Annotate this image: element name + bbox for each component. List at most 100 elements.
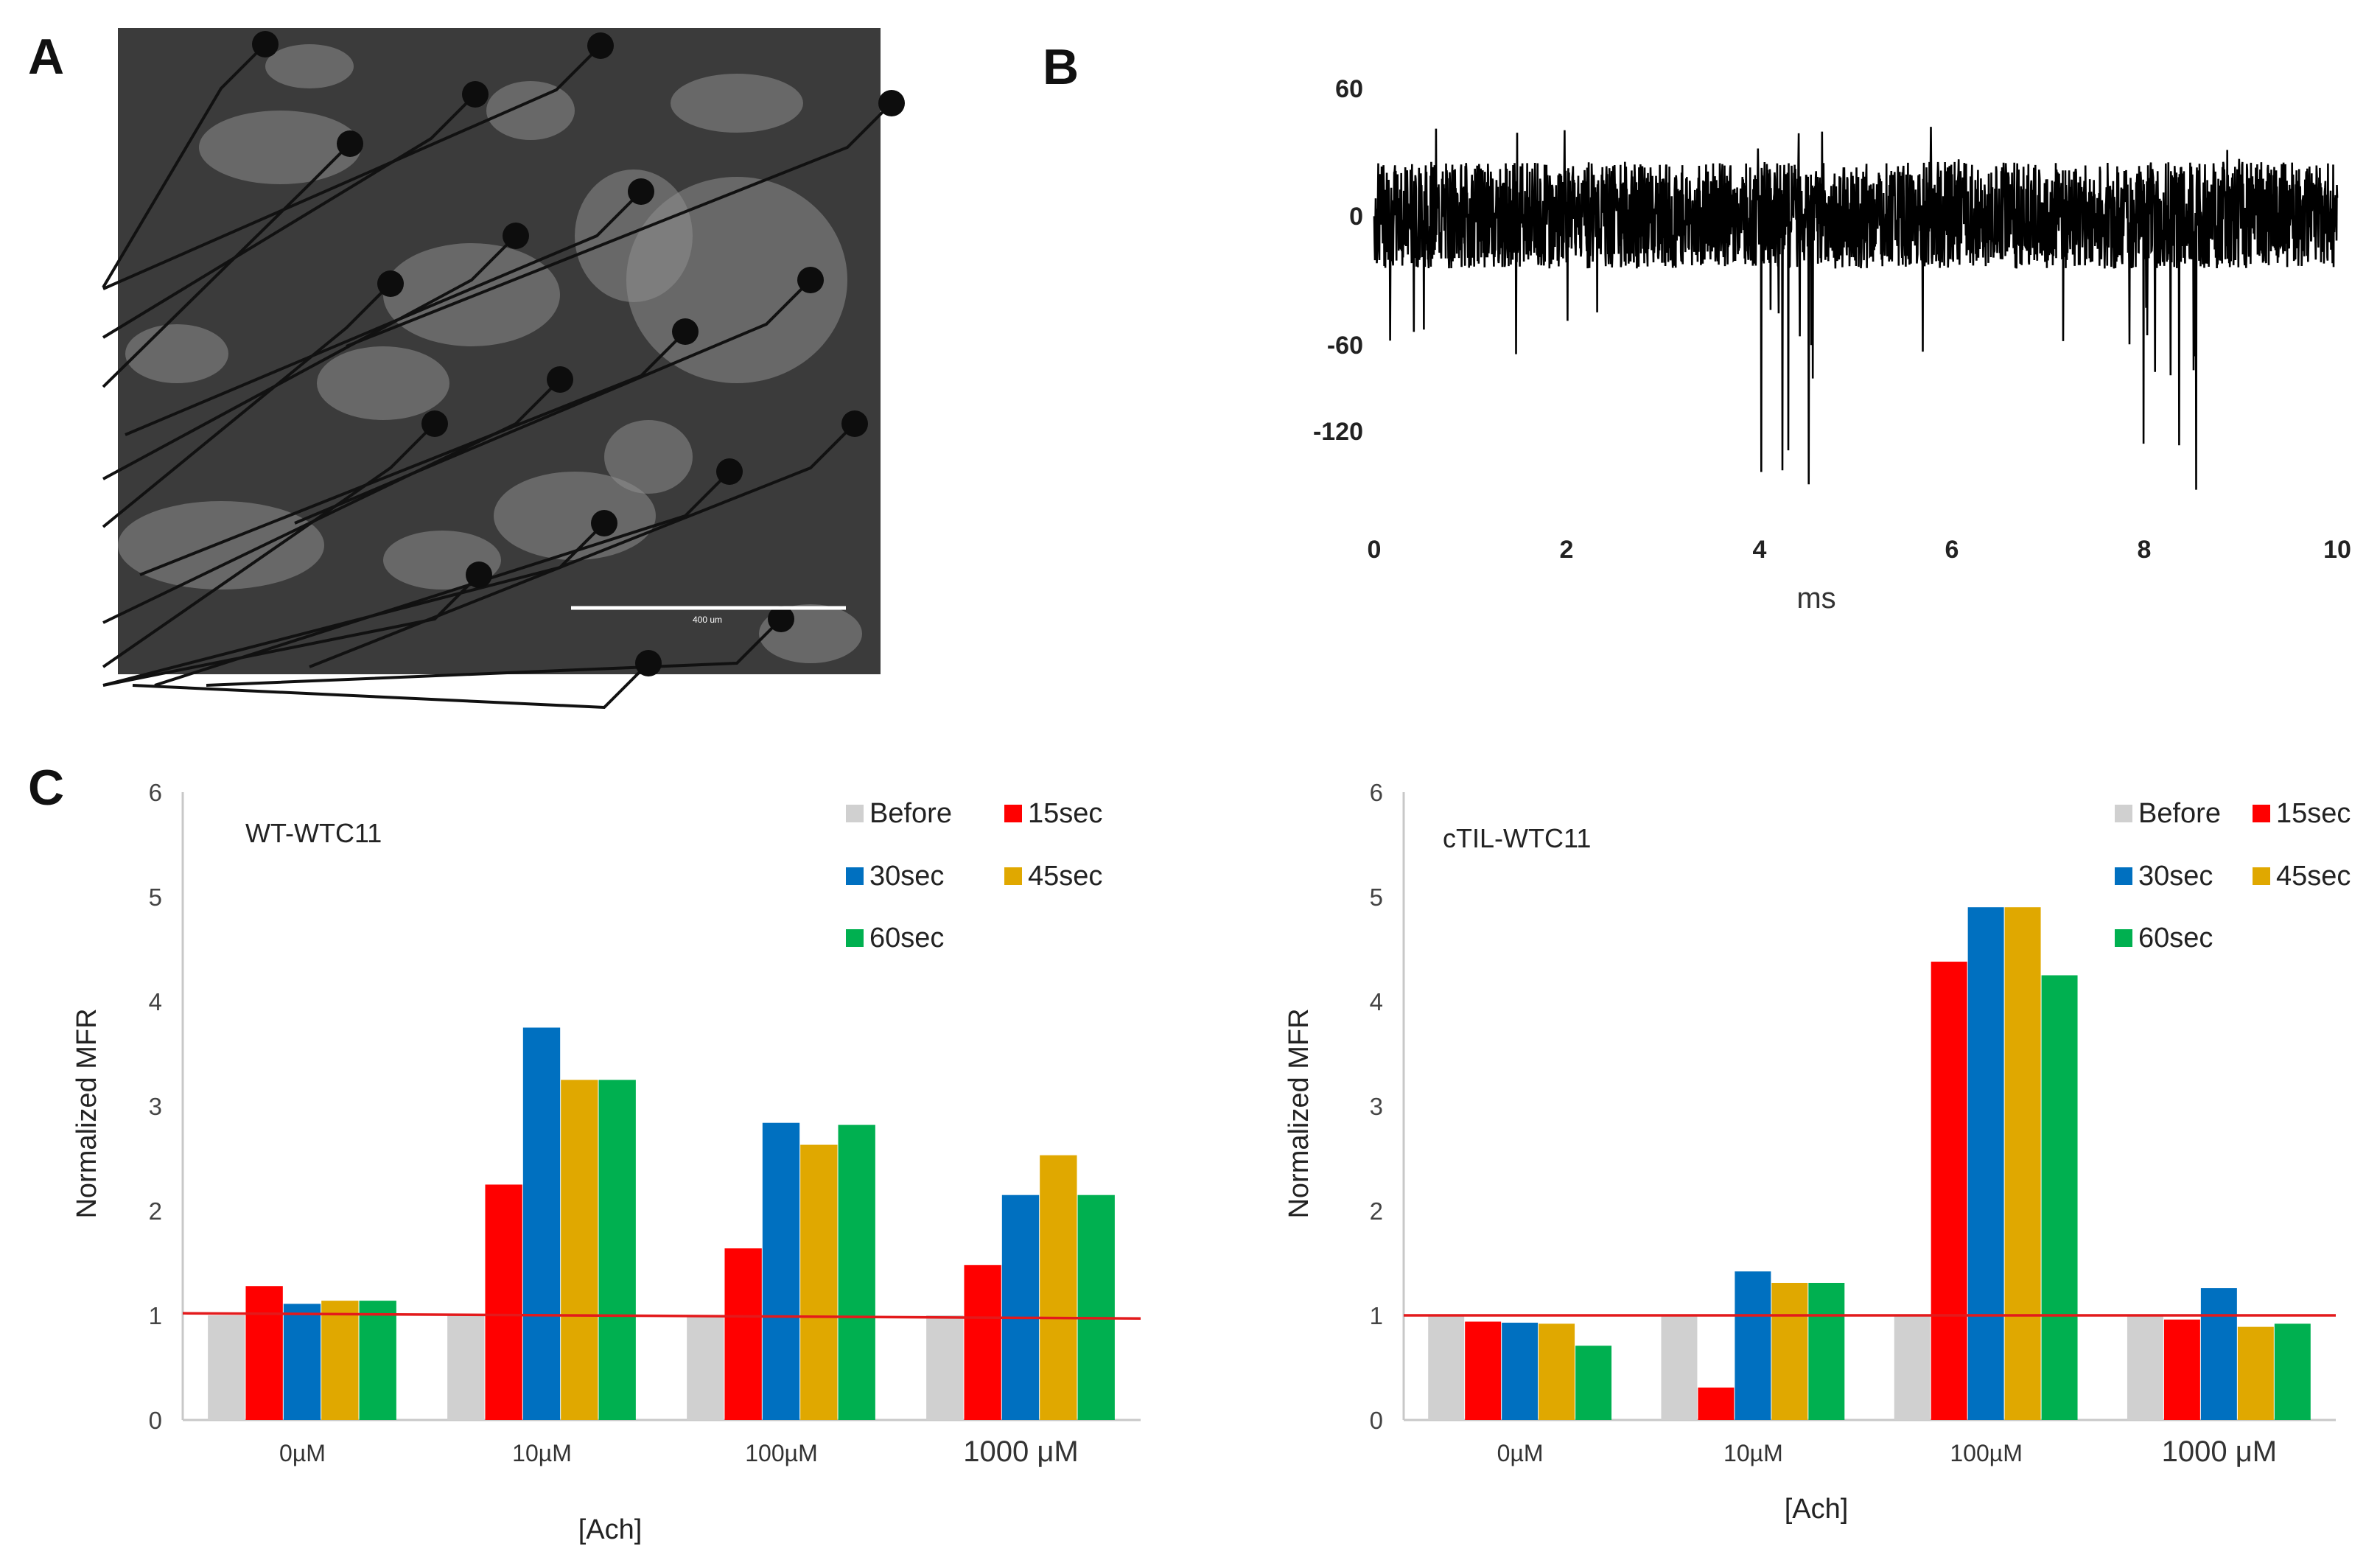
bar: [522, 1027, 561, 1420]
legend-label: Before: [869, 798, 952, 829]
x-axis-label: [Ach]: [1785, 1494, 1849, 1525]
electrode-pad: [672, 318, 699, 345]
panel-label-b: B: [1043, 39, 1079, 95]
electrode-pad: [377, 270, 404, 297]
bar: [838, 1124, 875, 1420]
bar: [447, 1315, 485, 1420]
y-tick-label: 4: [149, 988, 162, 1015]
bar: [1040, 1155, 1077, 1420]
trace-x-tick: 2: [1560, 536, 1574, 564]
bar: [1808, 1282, 1845, 1420]
bar: [2274, 1323, 2311, 1420]
legend-label: 30sec: [2138, 861, 2213, 892]
electrode-lead: [206, 618, 783, 687]
electrode-pad: [421, 410, 448, 437]
legend-label: Before: [2138, 798, 2221, 829]
trace-x-tick: 8: [2138, 536, 2152, 564]
x-category-label: 100µM: [1950, 1440, 2022, 1466]
electrode-pad: [716, 458, 743, 485]
legend-swatch: [1004, 867, 1022, 885]
bar: [1575, 1346, 1612, 1420]
electrode-pad: [503, 223, 529, 249]
electrode-lead: [102, 573, 480, 687]
y-tick-label: 6: [1370, 779, 1383, 806]
legend-swatch: [2115, 867, 2132, 885]
bar: [1539, 1323, 1575, 1420]
electrode-pad: [587, 32, 614, 59]
electrode-lead: [102, 43, 267, 289]
electrode-lead: [125, 190, 643, 436]
x-category-label: 10µM: [1723, 1440, 1783, 1466]
electrode-pad: [841, 410, 868, 437]
legend-swatch: [2115, 929, 2132, 947]
cell-cluster: [265, 44, 354, 88]
bar: [964, 1265, 1001, 1420]
bar: [2041, 975, 2078, 1420]
x-category-label: 1000 μM: [2162, 1435, 2277, 1468]
y-tick-label: 2: [1370, 1197, 1383, 1225]
y-tick-label: 2: [149, 1197, 162, 1225]
cell-cluster: [486, 81, 575, 140]
legend-swatch: [1004, 805, 1022, 822]
y-tick-label: 3: [1370, 1093, 1383, 1120]
reference-line: [182, 1312, 1141, 1321]
x-category-label: 100µM: [745, 1440, 817, 1466]
y-axis-label: Normalized MFR: [71, 1008, 102, 1218]
electrode-lead: [102, 422, 436, 668]
x-category-label: 0µM: [279, 1440, 326, 1466]
electrode-pad: [878, 90, 905, 116]
bar: [1465, 1321, 1502, 1420]
bar: [1502, 1322, 1539, 1420]
bar: [1077, 1195, 1115, 1420]
bar: [2004, 907, 2041, 1420]
trace-y-tick: 60: [1335, 75, 1363, 103]
trace-y-tick: -120: [1313, 418, 1363, 446]
legend-label: 30sec: [869, 861, 944, 892]
electrode-pad: [797, 267, 824, 293]
bar: [1001, 1195, 1040, 1420]
legend-label: 60sec: [2138, 923, 2213, 954]
bar: [1735, 1271, 1771, 1420]
cell-cluster: [199, 111, 361, 184]
electrode-pad: [547, 366, 573, 393]
bar: [1698, 1387, 1735, 1420]
bar: [926, 1315, 964, 1420]
electrode-lead: [294, 279, 812, 525]
bar: [1661, 1315, 1698, 1420]
legend-swatch: [846, 805, 864, 822]
legend-swatch: [2253, 805, 2270, 822]
electrode-pad: [466, 562, 492, 588]
trace-x-tick: 4: [1753, 536, 1767, 564]
bar: [208, 1315, 245, 1420]
y-tick-label: 0: [1370, 1407, 1383, 1434]
y-tick-label: 1: [149, 1302, 162, 1329]
trace-x-tick: 10: [2323, 536, 2351, 564]
legend-label: 45sec: [1028, 861, 1102, 892]
electrode-lead: [102, 522, 606, 687]
bar: [1967, 907, 2004, 1420]
x-category-label: 1000 μM: [963, 1435, 1078, 1468]
y-tick-label: 4: [1370, 988, 1383, 1015]
bar-chart-wt-wtc11: 0 1 2 3 4 5 6 Normalized MFR 0µM 10µM 100µM 1000 μM…: [71, 779, 1141, 1545]
y-tick-label: 5: [1370, 884, 1383, 911]
x-category-label: 10µM: [512, 1440, 572, 1466]
legend-label: 45sec: [2276, 861, 2351, 892]
bar: [1894, 1315, 1931, 1420]
bar: [245, 1286, 283, 1420]
electrode-lead: [102, 378, 561, 624]
electrode-lead: [346, 102, 893, 348]
scale-bar-label: 400 um: [693, 615, 722, 625]
cell-cluster: [671, 74, 803, 133]
bar: [687, 1315, 724, 1420]
cell-cluster: [575, 169, 693, 302]
cell-cluster: [383, 243, 560, 346]
bar: [724, 1248, 762, 1420]
bar: [762, 1122, 800, 1420]
electrode-lead: [139, 330, 687, 576]
electrode-pad: [337, 130, 363, 157]
bar: [359, 1301, 396, 1420]
y-tick-label: 3: [149, 1093, 162, 1120]
legend-label: 60sec: [869, 923, 944, 954]
bar: [283, 1304, 321, 1420]
bar: [800, 1144, 838, 1420]
